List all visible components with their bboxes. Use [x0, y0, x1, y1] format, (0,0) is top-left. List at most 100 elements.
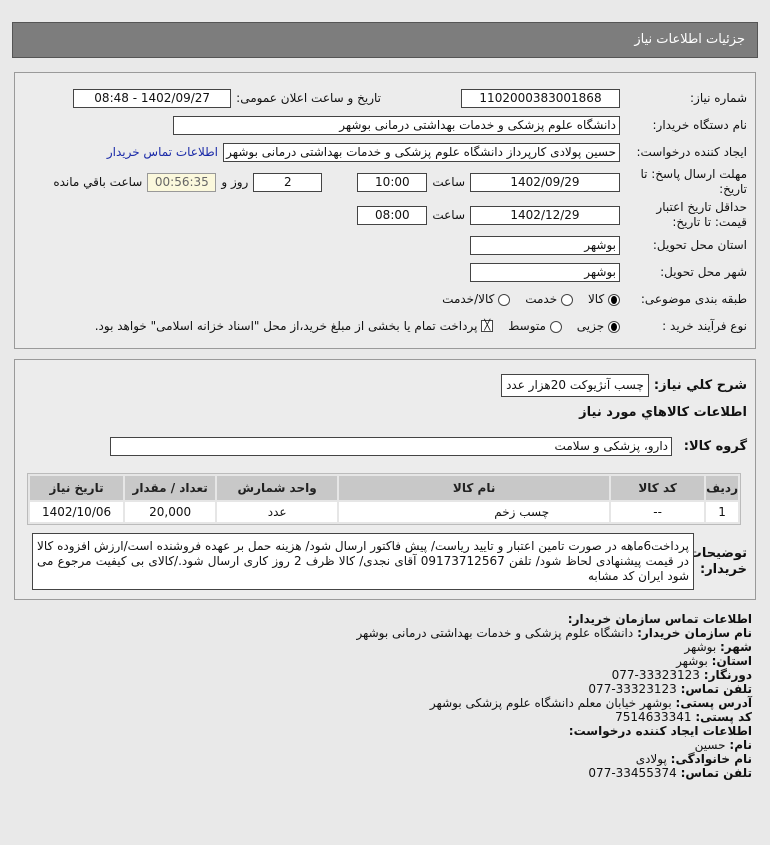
process-option-minor[interactable]: جزیی — [577, 319, 620, 333]
creator-label: ایجاد کننده درخواست: — [636, 144, 747, 159]
category-option-service[interactable]: خدمت — [525, 292, 573, 306]
category-option-both[interactable]: کالا/خدمت — [442, 292, 511, 306]
family-label: نام خانوادگی: — [670, 752, 752, 766]
summary-label: شرح کلي نياز: — [653, 377, 747, 393]
org-label: نام سازمان خریدار: — [637, 626, 752, 640]
phone-value: 077-33323123 — [588, 682, 677, 696]
summary-field: چسب آنژیوکت 20هزار عدد — [501, 373, 649, 397]
goods-table: ردیف کد کالا نام کالا واحد شمارش تعداد /… — [27, 473, 741, 525]
creator-field: حسین پولادی کارپرداز دانشگاه علوم پزشکی … — [223, 142, 620, 162]
buyer-org-label: نام دستگاه خریدار: — [652, 117, 748, 132]
process-row: نوع فرآیند خرید : جزیی متوسط ╳ پرداخت تم… — [23, 313, 747, 339]
cell-row: 1 — [706, 502, 738, 522]
phone-label: تلفن تماس: — [680, 682, 752, 696]
col-row: ردیف — [706, 476, 738, 500]
city-label: شهر محل تحویل: — [660, 264, 747, 279]
group-row: گروه کالا: دارو، پزشکی و سلامت — [23, 433, 747, 459]
col-name: نام کالا — [339, 476, 610, 500]
group-label: گروه کالا: — [683, 438, 747, 454]
radio-icon[interactable] — [608, 320, 620, 333]
province-label: استان: — [711, 654, 752, 668]
creator-phone-label: تلفن تماس: — [680, 766, 752, 780]
cell-qty: 20,000 — [125, 502, 216, 522]
creator-row: ایجاد کننده درخواست: حسین پولادی کارپردا… — [23, 139, 747, 165]
city-row: شهر محل تحویل: بوشهر — [23, 259, 747, 285]
category-label: طبقه بندی موضوعی: — [640, 291, 747, 306]
need-number-label: شماره نیاز: — [690, 90, 747, 105]
org-value: دانشگاه علوم پزشکی و خدمات بهداشتی درمان… — [356, 626, 634, 640]
notes-label: توضیحات خریدار: — [688, 545, 747, 577]
treasury-payment-checkbox[interactable]: ╳ پرداخت تمام یا بخشی از مبلغ خرید،از مح… — [23, 319, 494, 334]
col-unit: واحد شمارش — [217, 476, 338, 500]
buyer-org-field: دانشگاه علوم پزشکی و خدمات بهداشتی درمان… — [173, 115, 620, 135]
contact-section: اطلاعات تماس سازمان خریدار: نام سازمان خ… — [12, 612, 752, 780]
page-header: جزئیات اطلاعات نیاز — [12, 22, 758, 58]
buyer-contact-link[interactable]: اطلاعات تماس خریدار — [106, 145, 218, 159]
fax-value: 077-33323123 — [611, 668, 700, 682]
postal-label: کد پستی: — [695, 710, 752, 724]
category-row: طبقه بندی موضوعی: کالا خدمت کالا/خدمت — [23, 286, 747, 312]
col-date: تاریخ نیاز — [30, 476, 124, 500]
validity-label: حداقل تاریخ اعتبار قیمت: تا تاریخ: — [656, 200, 747, 229]
checkbox-icon[interactable]: ╳ — [481, 320, 494, 332]
notes-row: توضیحات خریدار: پرداخت6ماهه در صورت تامی… — [23, 533, 747, 590]
cell-unit: عدد — [217, 502, 338, 522]
remaining-time: 00:56:35 — [147, 172, 217, 192]
postal-value: 7514633341 — [615, 710, 692, 724]
cell-code: -- — [611, 502, 705, 522]
days-label: روز و — [221, 175, 249, 189]
province-value: بوشهر — [676, 654, 708, 668]
announce-field: 1402/09/27 - 08:48 — [73, 88, 232, 108]
need-number-field: 1102000383001868 — [461, 88, 620, 108]
radio-icon[interactable] — [560, 293, 573, 306]
table-row: 1 -- چسب زخم عدد 20,000 1402/10/06 — [30, 502, 738, 522]
cell-name: چسب زخم — [339, 502, 610, 522]
group-field: دارو، پزشکی و سلامت — [110, 436, 672, 456]
goods-title-row: اطلاعات کالاهاي مورد نياز — [23, 399, 747, 425]
deadline-label: مهلت ارسال پاسخ: تا تاریخ: — [640, 167, 747, 196]
name-label: نام: — [729, 738, 752, 752]
buyer-org-row: نام دستگاه خریدار: دانشگاه علوم پزشکی و … — [23, 112, 747, 138]
goods-title: اطلاعات کالاهاي مورد نياز — [579, 404, 747, 420]
table-header-row: ردیف کد کالا نام کالا واحد شمارش تعداد /… — [30, 476, 738, 500]
need-info-panel: شماره نیاز: 1102000383001868 تاریخ و ساع… — [14, 72, 756, 349]
need-number-row: شماره نیاز: 1102000383001868 تاریخ و ساع… — [23, 85, 747, 111]
radio-icon[interactable] — [498, 293, 511, 306]
radio-icon[interactable] — [608, 293, 620, 306]
deadline-time-label: ساعت — [432, 175, 465, 189]
announce-label: تاریخ و ساعت اعلان عمومی: — [236, 91, 381, 105]
radio-icon[interactable] — [549, 320, 562, 333]
col-qty: تعداد / مقدار — [125, 476, 216, 500]
remaining-label: ساعت باقي مانده — [53, 175, 143, 189]
validity-date-field: 1402/12/29 — [470, 205, 620, 225]
name-value: حسین — [694, 738, 726, 752]
deadline-date-field: 1402/09/29 — [470, 172, 620, 192]
process-option-medium[interactable]: متوسط — [508, 319, 562, 333]
process-label: نوع فرآیند خرید : — [662, 318, 747, 333]
family-value: پولادی — [635, 752, 667, 766]
creator-title: اطلاعات ایجاد کننده درخواست: — [568, 724, 752, 738]
address-label: آدرس پستی: — [675, 696, 752, 710]
cell-date: 1402/10/06 — [30, 502, 124, 522]
creator-phone-value: 077-33455374 — [588, 766, 677, 780]
validity-time-field: 08:00 — [357, 205, 428, 225]
days-field: 2 — [253, 172, 323, 192]
province-row: استان محل تحویل: بوشهر — [23, 232, 747, 258]
notes-field: پرداخت6ماهه در صورت تامین اعتبار و تایید… — [32, 533, 694, 590]
province-field: بوشهر — [470, 235, 620, 255]
deadline-time-field: 10:00 — [357, 172, 428, 192]
contact-title: اطلاعات تماس سازمان خریدار: — [567, 612, 752, 626]
category-option-goods[interactable]: کالا — [588, 292, 620, 306]
col-code: کد کالا — [611, 476, 705, 500]
need-details-panel: شرح کلي نياز: چسب آنژیوکت 20هزار عدد اطل… — [14, 359, 756, 600]
city-value: بوشهر — [684, 640, 717, 654]
address-value: بوشهر خیابان معلم دانشگاه علوم پزشکی بوش… — [429, 696, 672, 710]
city-field: بوشهر — [470, 262, 620, 282]
validity-row: حداقل تاریخ اعتبار قیمت: تا تاریخ: 1402/… — [23, 199, 747, 231]
validity-time-label: ساعت — [432, 208, 465, 222]
city-label: شهر: — [720, 640, 752, 654]
summary-row: شرح کلي نياز: چسب آنژیوکت 20هزار عدد — [23, 372, 747, 398]
fax-label: دورنگار: — [703, 668, 752, 682]
province-label: استان محل تحویل: — [652, 237, 747, 252]
deadline-row: مهلت ارسال پاسخ: تا تاریخ: 1402/09/29 سا… — [23, 166, 747, 198]
